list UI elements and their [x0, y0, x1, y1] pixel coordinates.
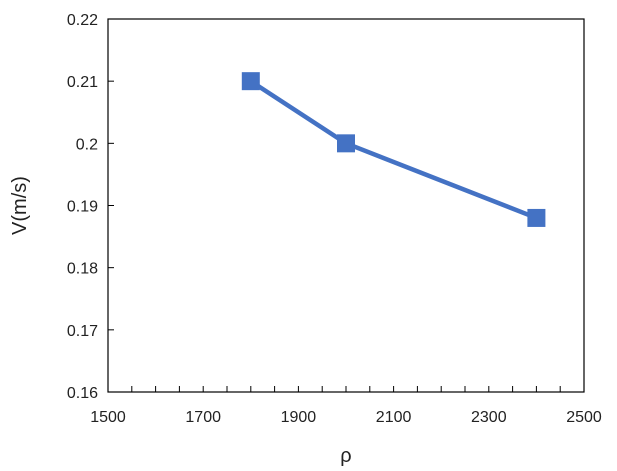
y-tick-label: 0.18	[67, 261, 98, 278]
data-point	[337, 134, 355, 153]
data-point	[527, 208, 546, 227]
x-tick-label: 2500	[566, 409, 602, 426]
x-tick-label: 1700	[185, 409, 221, 426]
series-line	[249, 79, 538, 221]
data-point	[241, 72, 260, 91]
x-tick-label: 1900	[281, 409, 317, 426]
x-axis-title: ρ	[340, 445, 351, 467]
series-layer	[241, 72, 546, 227]
y-tick-label: 0.21	[67, 74, 98, 91]
y-tick-label: 0.2	[76, 136, 98, 153]
axes	[107, 18, 585, 393]
x-tick-label: 1500	[90, 409, 126, 426]
plot-frame	[107, 18, 585, 393]
y-tick-label: 0.19	[67, 199, 98, 216]
y-tick-label: 0.17	[67, 323, 98, 340]
labels: 0.16 0.17 0.18 0.19 0.2 0.21 0.22 1500 1700 1900 2…	[9, 12, 602, 467]
x-tick-label: 2300	[471, 409, 507, 426]
x-tick-label: 2100	[376, 409, 412, 426]
y-tick-label: 0.22	[67, 12, 98, 29]
y-tick-label: 0.16	[67, 385, 98, 402]
y-axis-title: V(m/s)	[9, 176, 31, 235]
